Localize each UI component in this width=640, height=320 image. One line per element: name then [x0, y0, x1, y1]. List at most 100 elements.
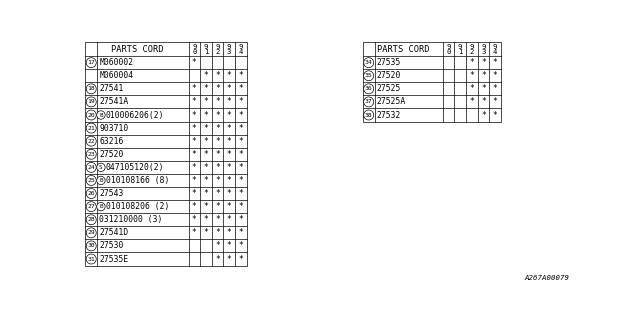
Text: *: * — [238, 97, 243, 107]
Text: 35: 35 — [365, 73, 372, 78]
Circle shape — [97, 111, 105, 119]
Text: 27535E: 27535E — [99, 254, 129, 263]
Text: A267A00079: A267A00079 — [525, 275, 570, 281]
Text: 9
2: 9 2 — [215, 44, 220, 55]
Circle shape — [86, 175, 96, 185]
Text: 34: 34 — [365, 60, 372, 65]
Text: *: * — [481, 110, 486, 119]
Text: *: * — [227, 241, 232, 251]
Text: *: * — [238, 163, 243, 172]
Text: *: * — [238, 228, 243, 237]
Text: *: * — [192, 84, 196, 93]
Text: PARTS CORD: PARTS CORD — [111, 45, 163, 54]
Text: *: * — [215, 215, 220, 224]
Circle shape — [86, 241, 96, 251]
Text: M060004: M060004 — [99, 71, 134, 80]
Circle shape — [86, 84, 96, 94]
Circle shape — [86, 163, 96, 172]
Text: *: * — [192, 137, 196, 146]
Text: 27532: 27532 — [377, 110, 401, 119]
Text: *: * — [227, 228, 232, 237]
Text: 27541D: 27541D — [99, 228, 129, 237]
Text: *: * — [227, 215, 232, 224]
Text: *: * — [238, 254, 243, 263]
Circle shape — [86, 254, 96, 264]
Text: *: * — [493, 84, 497, 93]
Text: 9
3: 9 3 — [227, 44, 232, 55]
Text: 031210000 (3): 031210000 (3) — [99, 215, 163, 224]
Text: 27520: 27520 — [377, 71, 401, 80]
Text: 9
1: 9 1 — [204, 44, 208, 55]
Text: 18: 18 — [88, 86, 95, 91]
Text: *: * — [227, 84, 232, 93]
Text: *: * — [215, 137, 220, 146]
Text: *: * — [481, 84, 486, 93]
Text: *: * — [493, 97, 497, 107]
Text: *: * — [204, 202, 209, 211]
Text: *: * — [215, 163, 220, 172]
Text: *: * — [215, 150, 220, 159]
Circle shape — [86, 202, 96, 212]
Text: 27543: 27543 — [99, 189, 124, 198]
Text: *: * — [204, 163, 209, 172]
Circle shape — [86, 188, 96, 198]
Text: 27525A: 27525A — [377, 97, 406, 107]
Text: *: * — [469, 97, 474, 107]
Text: *: * — [204, 176, 209, 185]
Text: *: * — [227, 189, 232, 198]
Text: *: * — [227, 71, 232, 80]
Circle shape — [86, 149, 96, 159]
Text: *: * — [238, 202, 243, 211]
Circle shape — [97, 203, 105, 211]
Text: 9
3: 9 3 — [481, 44, 486, 55]
Bar — [363, 42, 501, 122]
Text: *: * — [493, 58, 497, 67]
Circle shape — [86, 97, 96, 107]
Circle shape — [364, 84, 374, 94]
Circle shape — [86, 228, 96, 238]
Text: *: * — [204, 215, 209, 224]
Text: *: * — [227, 254, 232, 263]
Text: *: * — [238, 150, 243, 159]
Text: *: * — [469, 71, 474, 80]
Text: *: * — [238, 137, 243, 146]
Circle shape — [86, 110, 96, 120]
Text: 27525: 27525 — [377, 84, 401, 93]
Text: *: * — [192, 124, 196, 132]
Text: *: * — [493, 71, 497, 80]
Text: 903710: 903710 — [99, 124, 129, 132]
Text: 9
2: 9 2 — [470, 44, 474, 55]
Text: *: * — [227, 176, 232, 185]
Text: *: * — [192, 215, 196, 224]
Text: 29: 29 — [88, 230, 95, 235]
Circle shape — [97, 176, 105, 185]
Text: *: * — [204, 110, 209, 119]
Text: *: * — [204, 71, 209, 80]
Text: 20: 20 — [88, 113, 95, 117]
Circle shape — [86, 58, 96, 68]
Text: *: * — [215, 84, 220, 93]
Text: *: * — [215, 176, 220, 185]
Text: *: * — [469, 58, 474, 67]
Text: *: * — [192, 163, 196, 172]
Text: M060002: M060002 — [99, 58, 134, 67]
Text: *: * — [215, 71, 220, 80]
Text: *: * — [493, 110, 497, 119]
Text: 27541A: 27541A — [99, 97, 129, 107]
Text: 010108166 (8): 010108166 (8) — [106, 176, 170, 185]
Text: 9
0: 9 0 — [446, 44, 451, 55]
Text: *: * — [215, 124, 220, 132]
Circle shape — [97, 163, 105, 172]
Text: 27530: 27530 — [99, 241, 124, 251]
Text: *: * — [227, 124, 232, 132]
Text: *: * — [238, 124, 243, 132]
Text: 63216: 63216 — [99, 137, 124, 146]
Text: 36: 36 — [365, 86, 372, 91]
Text: 9
1: 9 1 — [458, 44, 462, 55]
Text: *: * — [238, 241, 243, 251]
Text: 23: 23 — [88, 152, 95, 157]
Text: *: * — [227, 163, 232, 172]
Text: *: * — [238, 215, 243, 224]
Text: 9
4: 9 4 — [493, 44, 497, 55]
Text: PARTS CORD: PARTS CORD — [376, 45, 429, 54]
